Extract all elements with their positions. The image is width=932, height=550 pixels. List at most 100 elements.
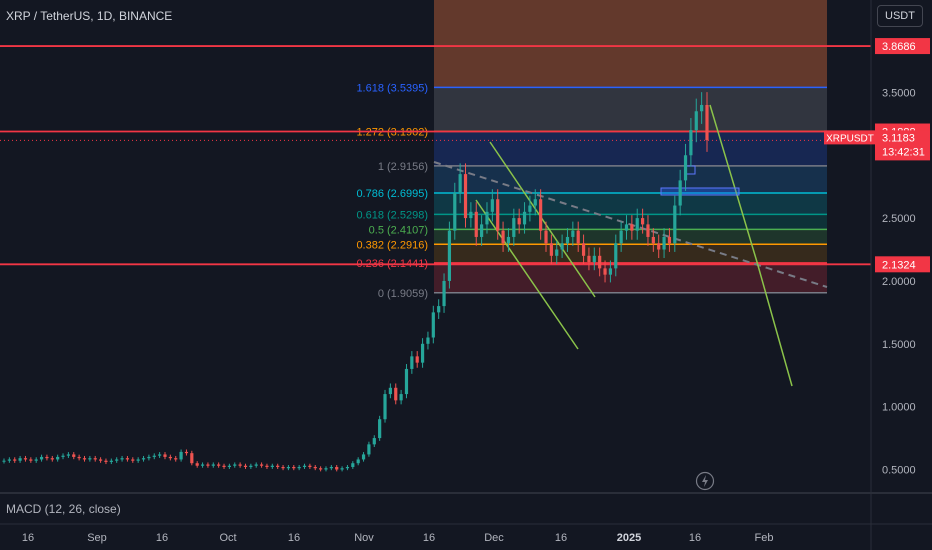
candle-body xyxy=(576,230,580,244)
candle-body xyxy=(313,466,317,469)
trendline-wedge-upper[interactable] xyxy=(489,141,596,298)
candle-body xyxy=(474,211,478,237)
candle-body xyxy=(705,104,709,141)
fib-zone xyxy=(434,214,827,230)
candle-body xyxy=(109,460,113,462)
candle-body xyxy=(281,466,285,469)
candle-body xyxy=(544,230,548,244)
candle-body xyxy=(480,224,484,237)
candle-body xyxy=(136,459,140,461)
candle-body xyxy=(388,387,392,395)
candle-body xyxy=(512,218,516,237)
candle-body xyxy=(82,458,87,460)
time-tick-label: Feb xyxy=(755,532,774,544)
candle-body xyxy=(694,111,698,131)
candle-body xyxy=(420,343,425,363)
candle-body xyxy=(651,236,655,244)
target-box[interactable] xyxy=(660,187,740,196)
horizontal-lines[interactable] xyxy=(0,45,871,266)
candle-body xyxy=(50,458,54,460)
candle-body xyxy=(265,465,269,467)
price-tick-label: 2.5000 xyxy=(882,213,916,225)
candle-body xyxy=(463,174,468,219)
fib-level-label: 0.5 (2.4107) xyxy=(369,224,428,236)
trendline-wedge-lower[interactable] xyxy=(475,199,579,350)
candle-body xyxy=(222,465,226,467)
fib-zone xyxy=(434,229,827,245)
candle-body xyxy=(662,236,666,250)
candle-body xyxy=(131,459,135,461)
symbol-title[interactable]: XRP / TetherUS, 1D, BINANCE xyxy=(6,9,173,23)
candle-body xyxy=(565,236,570,244)
candle-body xyxy=(163,454,167,457)
fib-level-label: 0 (1.9059) xyxy=(378,288,428,300)
candle-body xyxy=(399,394,403,401)
candle-body xyxy=(598,255,602,269)
candle-body xyxy=(345,466,350,469)
candle-body xyxy=(93,458,97,460)
fib-zone xyxy=(434,165,827,194)
candle-body xyxy=(619,230,623,244)
candle-body xyxy=(174,458,178,460)
candle-body xyxy=(324,468,328,470)
candle-body xyxy=(361,454,366,460)
candle-body xyxy=(77,456,81,459)
candle-body xyxy=(356,459,360,464)
time-tick-label: Nov xyxy=(354,532,374,544)
time-tick-label: 16 xyxy=(288,532,300,544)
candle-body xyxy=(335,466,339,470)
candle-body xyxy=(581,243,586,256)
countdown-badge-value: 13:42:31 xyxy=(882,146,925,158)
macd-indicator-label[interactable]: MACD (12, 26, close) xyxy=(6,502,121,516)
candle-body xyxy=(254,464,258,466)
fib-level-label: 1.618 (3.5395) xyxy=(356,82,428,94)
candle-body xyxy=(624,224,629,231)
candle-body xyxy=(657,243,661,250)
candle-body xyxy=(190,453,194,464)
candle-body xyxy=(506,236,511,244)
price-badge-bg xyxy=(875,38,930,55)
candle-body xyxy=(168,456,172,459)
fib-zone xyxy=(434,131,827,166)
lightning-bolt-icon[interactable] xyxy=(695,471,715,491)
candle-body xyxy=(437,306,441,313)
candle-body xyxy=(496,199,500,231)
candle-body xyxy=(673,205,677,244)
time-tick-label: 2025 xyxy=(617,532,641,544)
fib-level-label: 0.382 (2.2916) xyxy=(356,239,428,251)
currency-button[interactable]: USDT xyxy=(877,5,923,27)
candle-body xyxy=(184,451,189,454)
time-tick-label: Oct xyxy=(219,532,236,544)
candle-body xyxy=(700,104,704,112)
candle-body xyxy=(603,268,607,275)
candle-body xyxy=(56,456,60,460)
candle-body xyxy=(608,268,613,275)
candle-body xyxy=(152,455,156,457)
candle-body xyxy=(179,451,183,460)
candle-body xyxy=(125,458,130,460)
candle-body xyxy=(683,155,688,181)
candle-body xyxy=(442,280,446,307)
price-badge-value: 3.8686 xyxy=(882,41,916,53)
candle-body xyxy=(340,468,344,470)
fibonacci-zones xyxy=(434,0,827,293)
fib-zone xyxy=(434,193,827,215)
candle-body xyxy=(490,199,494,212)
candle-body xyxy=(571,230,575,237)
last-price-badge-value: 3.1183 xyxy=(882,132,915,144)
candle-body xyxy=(635,218,639,231)
candle-body xyxy=(614,243,618,269)
projection-path[interactable] xyxy=(709,104,793,387)
time-tick-label: 16 xyxy=(22,532,34,544)
symbol-badge-bg xyxy=(824,130,876,145)
candle-body xyxy=(233,464,237,466)
candle-body xyxy=(372,438,376,445)
candle-body xyxy=(329,466,333,469)
candle-body xyxy=(533,199,537,206)
candle-body xyxy=(351,463,355,467)
candle-body xyxy=(549,243,553,256)
fib-zone xyxy=(434,244,827,263)
